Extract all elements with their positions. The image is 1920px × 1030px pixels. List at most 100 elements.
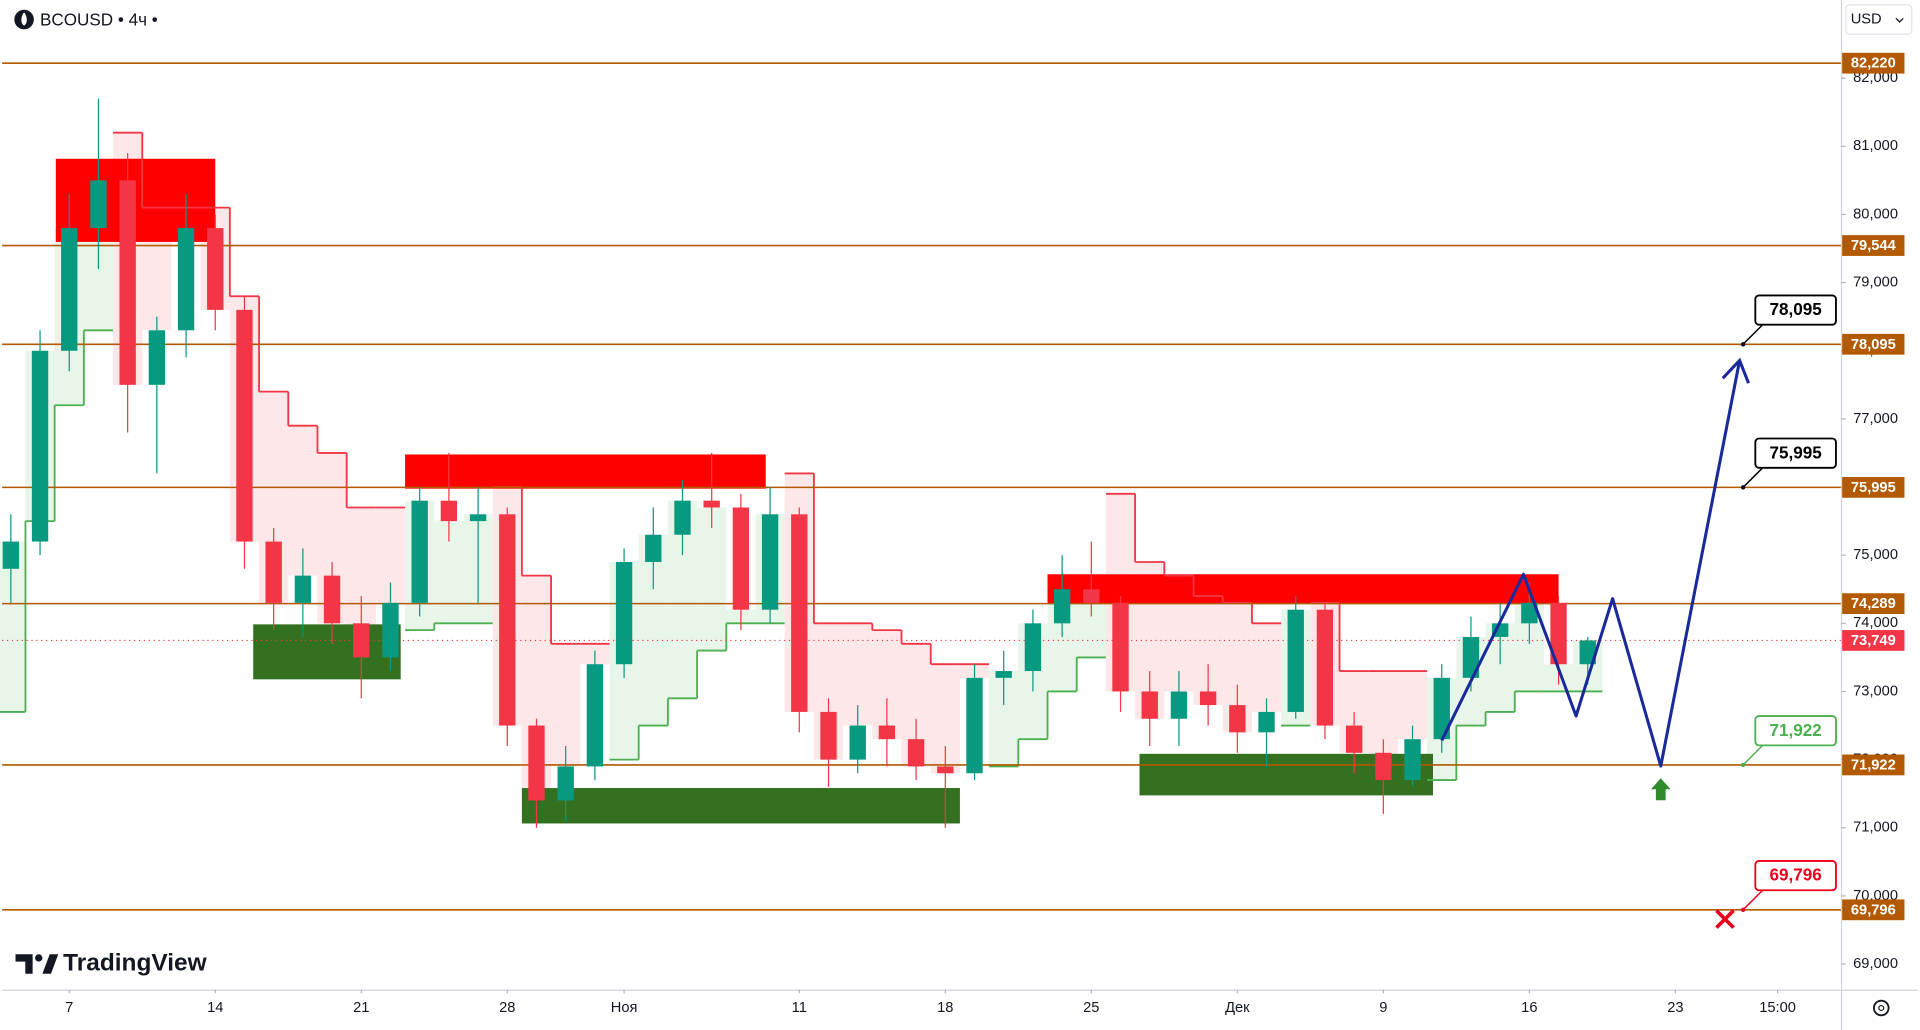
callout-anchor — [1740, 485, 1746, 490]
candle-body — [1141, 691, 1158, 719]
callout-box — [1754, 860, 1837, 892]
level-badge — [1842, 52, 1905, 74]
candle-body — [353, 623, 370, 658]
candle-body — [1579, 640, 1596, 665]
symbol-icon-drop — [21, 12, 27, 26]
candle-body — [1199, 691, 1217, 706]
y-tick-label: 75,000 — [1853, 547, 1898, 563]
currency-chevron[interactable] — [1895, 17, 1904, 23]
trend-fill — [697, 507, 727, 651]
candle-body — [265, 541, 282, 603]
last-price-label: 73,749 — [1851, 633, 1896, 649]
level-badge — [1842, 235, 1905, 256]
trend-fill — [1251, 623, 1282, 712]
candle-body — [674, 500, 691, 535]
settings-icon-center[interactable] — [1878, 1004, 1885, 1012]
candle-body — [1287, 609, 1304, 712]
candle-body — [732, 507, 750, 610]
callout-label: 71,922 — [1770, 721, 1822, 740]
level-badge-label: 78,095 — [1851, 337, 1896, 353]
candle-body — [31, 350, 49, 542]
y-tick-label: 69,000 — [1853, 956, 1898, 972]
candle-body — [61, 228, 78, 351]
zone — [405, 454, 766, 489]
settings-icon[interactable] — [1873, 999, 1890, 1017]
header: BCOUSD • 4ч • — [14, 9, 158, 30]
y-tick-label: 82,000 — [1853, 70, 1898, 86]
candle-body — [937, 766, 954, 774]
y-tick-label: 71,000 — [1853, 820, 1898, 836]
x-tick-label: 28 — [499, 1000, 515, 1016]
callout-pointer — [1742, 744, 1764, 766]
callout-box — [1754, 437, 1837, 469]
currency[interactable]: USD — [1851, 11, 1882, 27]
callout-anchor — [1740, 762, 1746, 768]
candle-body — [849, 725, 866, 760]
candle-body — [323, 575, 341, 624]
x-tick-label: 7 — [65, 1000, 73, 1016]
x-tick-label: 14 — [207, 1000, 223, 1016]
candle-body — [878, 725, 896, 740]
zone — [521, 788, 960, 824]
callout-pointer — [1742, 467, 1764, 488]
level-badge-label: 69,796 — [1851, 902, 1896, 918]
trend-fill — [0, 541, 26, 712]
callout-label: 69,796 — [1770, 866, 1822, 885]
x-tick-label: 15:00 — [1759, 1000, 1796, 1016]
callout-anchor — [1740, 342, 1746, 347]
candle-body — [499, 514, 516, 726]
level-badge — [1842, 754, 1905, 776]
trend-fill — [551, 643, 581, 767]
marker-cross — [1715, 909, 1735, 929]
level-badge — [1842, 333, 1905, 355]
x-tick-label: 16 — [1521, 1000, 1537, 1016]
currency-box[interactable] — [1845, 4, 1913, 35]
callout-anchor — [1740, 907, 1746, 913]
zone — [253, 624, 401, 680]
brand-icon — [15, 954, 33, 974]
zone — [1047, 574, 1559, 604]
candle-body — [1229, 705, 1246, 733]
candle-body — [1316, 609, 1334, 726]
candle-body — [1375, 752, 1392, 781]
candle-body — [90, 180, 107, 229]
plot-area: 78,095 75,995 71,922 69,796 — [0, 62, 1841, 929]
candle-body — [995, 671, 1012, 678]
settings-button[interactable] — [1873, 999, 1890, 1017]
candle-body — [469, 514, 487, 522]
y-tick-label: 81,000 — [1853, 138, 1898, 154]
brand-name: TradingView — [63, 949, 207, 976]
level-badge-label: 74,289 — [1851, 596, 1896, 612]
marker-arrow-up — [1650, 778, 1671, 801]
candle-body — [1112, 602, 1129, 692]
level-badge-label: 71,922 — [1851, 757, 1896, 773]
symbol[interactable]: BCOUSD • 4ч • — [40, 10, 158, 29]
candle-body — [236, 309, 253, 542]
callout-pointer — [1742, 889, 1764, 911]
candle-body — [586, 664, 604, 767]
projection-arrowhead — [1721, 357, 1750, 384]
level-badge — [1842, 593, 1905, 615]
callout-pointer — [1742, 324, 1764, 345]
level-badge-label: 79,544 — [1851, 238, 1897, 254]
candle-body — [1462, 636, 1480, 678]
y-tick-label: 74,000 — [1853, 615, 1898, 631]
x-tick-label: Ноя — [611, 1000, 638, 1016]
candle-body — [791, 514, 808, 712]
candle-body — [148, 330, 166, 385]
y-tick-label: 79,000 — [1853, 274, 1898, 290]
candle-body — [966, 677, 983, 774]
candle-body — [1404, 739, 1421, 781]
x-tick-label: 18 — [937, 1000, 953, 1016]
currency-button[interactable]: USD — [1845, 4, 1913, 35]
y-tick-label: 77,000 — [1853, 411, 1898, 427]
x-tick-label: 25 — [1083, 1000, 1099, 1016]
x-tick-label: 11 — [792, 1000, 807, 1016]
candle-body — [615, 561, 633, 665]
brand: TradingView — [15, 949, 208, 976]
candle-body — [1433, 677, 1450, 740]
callout-box — [1754, 715, 1837, 747]
level-badge-label: 75,995 — [1851, 480, 1896, 496]
candle-body — [1550, 602, 1567, 665]
candle-body — [1083, 589, 1100, 603]
